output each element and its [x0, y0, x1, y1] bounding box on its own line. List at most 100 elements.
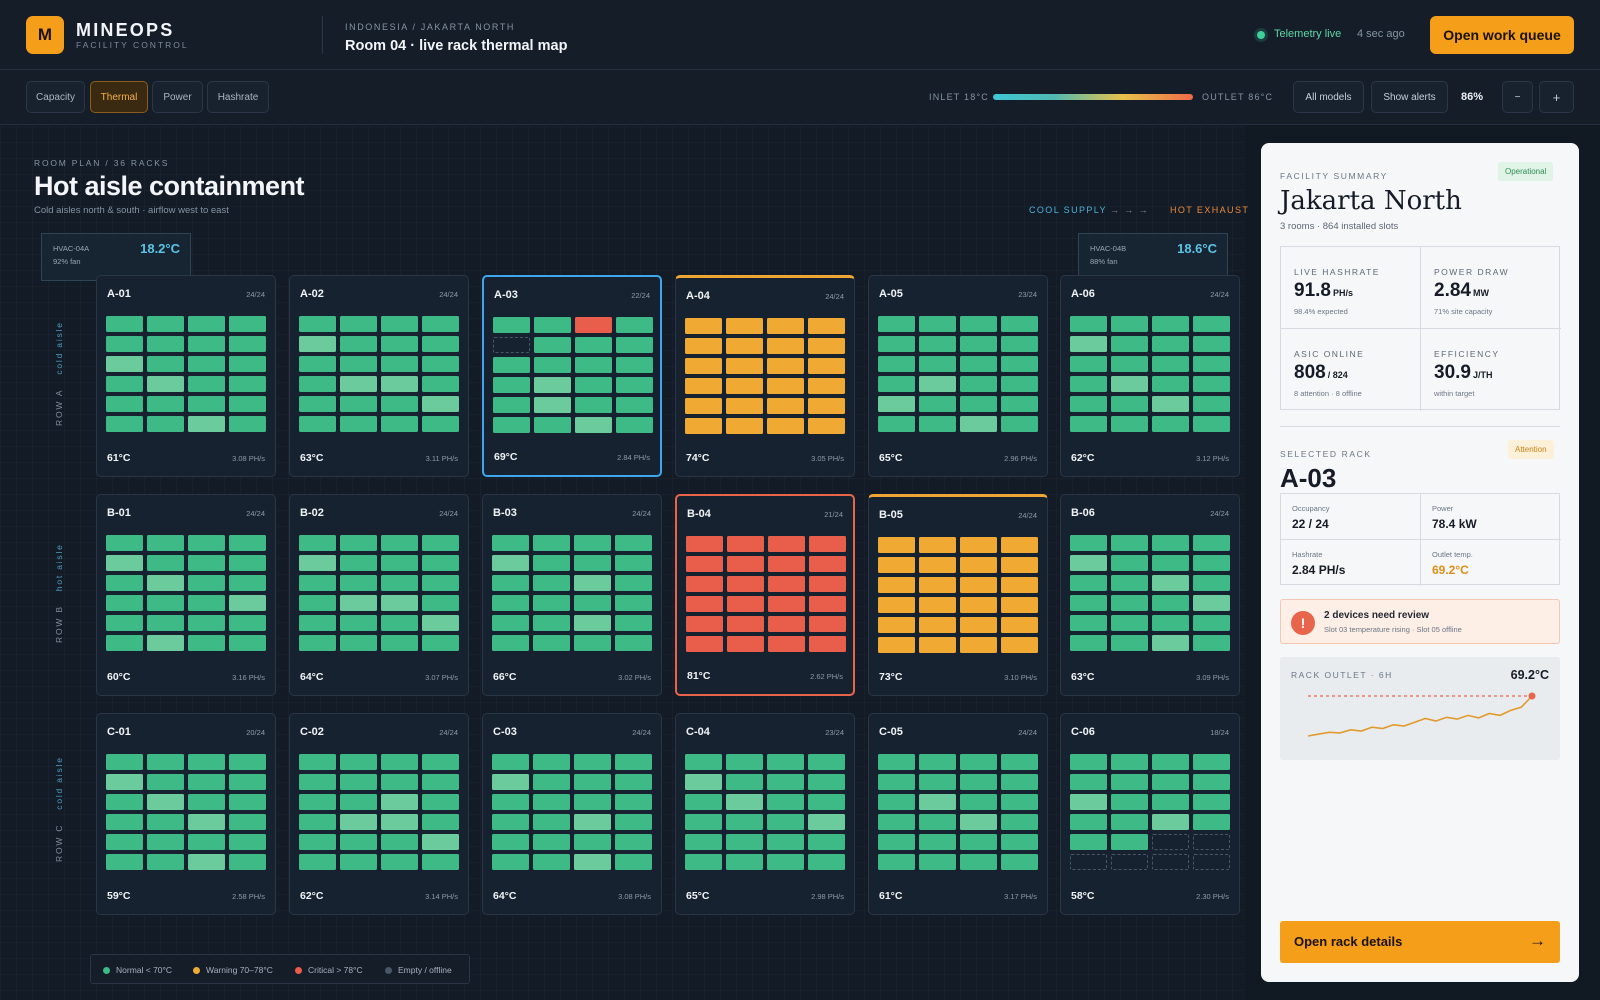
- rack-slot[interactable]: [960, 814, 997, 830]
- rack-card-b-04[interactable]: B-04 21/24 81°C 2.62 PH/s: [675, 494, 855, 696]
- rack-slot[interactable]: [381, 814, 418, 830]
- rack-slot[interactable]: [808, 754, 845, 770]
- rack-slot[interactable]: [767, 338, 804, 354]
- rack-slot[interactable]: [229, 834, 266, 850]
- rack-slot[interactable]: [1193, 396, 1230, 412]
- rack-card-c-03[interactable]: C-03 24/24 64°C 3.08 PH/s: [482, 713, 662, 915]
- rack-slot[interactable]: [615, 535, 652, 551]
- rack-slot[interactable]: [1193, 336, 1230, 352]
- rack-slot[interactable]: [726, 794, 763, 810]
- rack-slot[interactable]: [533, 774, 570, 790]
- rack-slot[interactable]: [1001, 637, 1038, 653]
- rack-slot[interactable]: [878, 416, 915, 432]
- rack-slot[interactable]: [381, 376, 418, 392]
- rack-slot[interactable]: [106, 754, 143, 770]
- rack-slot[interactable]: [1193, 774, 1230, 790]
- rack-slot[interactable]: [229, 615, 266, 631]
- rack-slot[interactable]: [422, 854, 459, 870]
- rack-slot[interactable]: [1001, 814, 1038, 830]
- rack-slot[interactable]: [229, 316, 266, 332]
- rack-slot[interactable]: [106, 794, 143, 810]
- rack-slot[interactable]: [1001, 356, 1038, 372]
- rack-slot[interactable]: [960, 637, 997, 653]
- rack-slot[interactable]: [229, 396, 266, 412]
- rack-slot[interactable]: [1001, 557, 1038, 573]
- rack-slot[interactable]: [615, 794, 652, 810]
- rack-slot[interactable]: [533, 814, 570, 830]
- rack-slot[interactable]: [106, 336, 143, 352]
- rack-slot[interactable]: [299, 635, 336, 651]
- zoom-in-button[interactable]: +: [1539, 81, 1574, 113]
- rack-slot[interactable]: [616, 337, 653, 353]
- rack-slot[interactable]: [229, 774, 266, 790]
- rack-slot[interactable]: [616, 317, 653, 333]
- rack-slot[interactable]: [919, 356, 956, 372]
- rack-slot[interactable]: [1152, 416, 1189, 432]
- rack-slot[interactable]: [106, 635, 143, 651]
- rack-slot[interactable]: [1001, 336, 1038, 352]
- rack-slot[interactable]: [534, 397, 571, 413]
- rack-slot[interactable]: [1070, 535, 1107, 551]
- rack-slot[interactable]: [1001, 416, 1038, 432]
- rack-slot[interactable]: [575, 317, 612, 333]
- rack-slot[interactable]: [574, 615, 611, 631]
- rack-slot[interactable]: [188, 535, 225, 551]
- rack-slot[interactable]: [616, 417, 653, 433]
- rack-slot[interactable]: [919, 537, 956, 553]
- rack-slot[interactable]: [574, 555, 611, 571]
- rack-slot[interactable]: [299, 834, 336, 850]
- rack-slot[interactable]: [919, 637, 956, 653]
- rack-slot[interactable]: [106, 555, 143, 571]
- rack-slot[interactable]: [492, 575, 529, 591]
- rack-slot[interactable]: [1152, 535, 1189, 551]
- rack-slot[interactable]: [726, 378, 763, 394]
- rack-slot[interactable]: [340, 555, 377, 571]
- rack-slot[interactable]: [1152, 336, 1189, 352]
- rack-slot[interactable]: [960, 774, 997, 790]
- rack-slot[interactable]: [574, 635, 611, 651]
- rack-slot[interactable]: [188, 316, 225, 332]
- rack-slot[interactable]: [726, 774, 763, 790]
- rack-slot[interactable]: [340, 396, 377, 412]
- rack-slot[interactable]: [533, 754, 570, 770]
- rack-slot[interactable]: [229, 575, 266, 591]
- rack-slot[interactable]: [615, 615, 652, 631]
- rack-slot[interactable]: [299, 376, 336, 392]
- rack-slot[interactable]: [1001, 376, 1038, 392]
- rack-slot[interactable]: [878, 396, 915, 412]
- rack-slot[interactable]: [229, 595, 266, 611]
- rack-slot[interactable]: [533, 834, 570, 850]
- rack-card-b-02[interactable]: B-02 24/24 64°C 3.07 PH/s: [289, 494, 469, 696]
- rack-slot[interactable]: [1070, 635, 1107, 651]
- rack-slot[interactable]: [106, 416, 143, 432]
- tab-hashrate[interactable]: Hashrate: [207, 81, 269, 113]
- rack-slot[interactable]: [340, 635, 377, 651]
- rack-slot[interactable]: [808, 854, 845, 870]
- rack-slot[interactable]: [809, 616, 846, 632]
- rack-slot[interactable]: [534, 417, 571, 433]
- rack-slot[interactable]: [615, 814, 652, 830]
- rack-slot[interactable]: [726, 418, 763, 434]
- rack-slot[interactable]: [1152, 595, 1189, 611]
- rack-slot[interactable]: [808, 418, 845, 434]
- rack-slot[interactable]: [808, 358, 845, 374]
- rack-slot[interactable]: [492, 555, 529, 571]
- rack-slot[interactable]: [727, 556, 764, 572]
- rack-slot[interactable]: [878, 754, 915, 770]
- rack-slot[interactable]: [492, 774, 529, 790]
- rack-card-b-06[interactable]: B-06 24/24 63°C 3.09 PH/s: [1060, 494, 1240, 696]
- rack-card-a-05[interactable]: A-05 23/24 65°C 2.96 PH/s: [868, 275, 1048, 477]
- rack-slot[interactable]: [685, 854, 722, 870]
- rack-slot[interactable]: [808, 774, 845, 790]
- rack-slot[interactable]: [1070, 774, 1107, 790]
- rack-slot[interactable]: [919, 834, 956, 850]
- rack-slot[interactable]: [878, 316, 915, 332]
- rack-slot[interactable]: [534, 337, 571, 353]
- rack-slot[interactable]: [1193, 635, 1230, 651]
- rack-slot[interactable]: [492, 754, 529, 770]
- rack-slot[interactable]: [106, 356, 143, 372]
- rack-slot[interactable]: [229, 854, 266, 870]
- open-rack-details-button[interactable]: Open rack details →: [1280, 921, 1560, 963]
- rack-card-b-03[interactable]: B-03 24/24 66°C 3.02 PH/s: [482, 494, 662, 696]
- rack-slot[interactable]: [686, 616, 723, 632]
